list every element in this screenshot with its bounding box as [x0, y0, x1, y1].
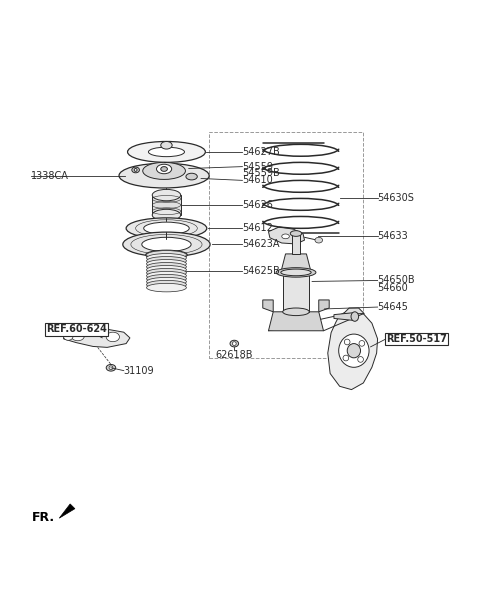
Ellipse shape [144, 222, 189, 235]
Ellipse shape [230, 340, 239, 347]
Text: 31109: 31109 [124, 366, 155, 376]
Text: 54610: 54610 [242, 176, 273, 185]
Ellipse shape [145, 250, 187, 259]
Ellipse shape [63, 333, 73, 340]
Text: REF.60-624: REF.60-624 [46, 325, 107, 334]
Ellipse shape [146, 277, 186, 286]
Ellipse shape [161, 166, 168, 171]
Ellipse shape [132, 167, 139, 172]
Ellipse shape [146, 251, 186, 259]
Text: 62618B: 62618B [216, 351, 253, 360]
Ellipse shape [146, 283, 186, 292]
Ellipse shape [315, 237, 323, 243]
Ellipse shape [148, 147, 184, 156]
Ellipse shape [109, 366, 113, 370]
Ellipse shape [152, 189, 180, 201]
Polygon shape [268, 227, 304, 244]
Text: 54612: 54612 [242, 223, 273, 233]
Text: 1338CA: 1338CA [31, 171, 69, 180]
Ellipse shape [347, 344, 360, 358]
Ellipse shape [71, 331, 84, 341]
Polygon shape [63, 328, 130, 347]
Text: 54559B: 54559B [242, 168, 280, 178]
Ellipse shape [128, 142, 205, 163]
Polygon shape [59, 504, 75, 518]
Ellipse shape [106, 332, 120, 342]
Bar [292, 233, 300, 254]
Ellipse shape [276, 268, 316, 277]
Polygon shape [343, 308, 364, 314]
Text: 54650B: 54650B [378, 275, 415, 285]
Ellipse shape [126, 218, 207, 239]
Text: 54626: 54626 [242, 200, 273, 210]
Polygon shape [319, 300, 329, 312]
Ellipse shape [134, 169, 137, 171]
Bar [283, 272, 309, 312]
Ellipse shape [146, 274, 186, 283]
Ellipse shape [339, 334, 369, 367]
Ellipse shape [146, 265, 186, 274]
Text: 54625B: 54625B [242, 266, 280, 276]
Text: REF.50-517: REF.50-517 [386, 334, 447, 344]
Ellipse shape [146, 280, 186, 289]
Bar [209, 132, 363, 358]
Text: 54660: 54660 [378, 283, 408, 293]
Ellipse shape [281, 269, 311, 276]
Text: 54645: 54645 [378, 302, 408, 312]
Polygon shape [334, 313, 355, 320]
Bar [152, 195, 180, 215]
Polygon shape [328, 310, 378, 389]
Ellipse shape [161, 142, 172, 149]
Polygon shape [268, 312, 324, 331]
Ellipse shape [146, 254, 186, 262]
Ellipse shape [123, 232, 210, 257]
Ellipse shape [232, 342, 236, 346]
Ellipse shape [146, 256, 186, 265]
Ellipse shape [283, 308, 309, 315]
Ellipse shape [146, 269, 186, 277]
Polygon shape [281, 254, 311, 272]
Ellipse shape [146, 259, 186, 268]
Ellipse shape [156, 164, 172, 174]
Text: FR.: FR. [32, 511, 55, 524]
Ellipse shape [282, 234, 289, 239]
Ellipse shape [359, 341, 365, 346]
Ellipse shape [146, 272, 186, 280]
Ellipse shape [142, 237, 191, 251]
Ellipse shape [344, 339, 350, 345]
Ellipse shape [358, 357, 363, 362]
Ellipse shape [106, 365, 116, 371]
Text: 54623A: 54623A [242, 240, 280, 249]
Text: 54630S: 54630S [378, 193, 414, 203]
Ellipse shape [146, 262, 186, 271]
Ellipse shape [351, 312, 359, 322]
Ellipse shape [152, 209, 180, 221]
Polygon shape [263, 300, 273, 312]
Ellipse shape [290, 230, 301, 237]
Text: 54633: 54633 [378, 232, 408, 241]
Text: 54559: 54559 [242, 161, 274, 172]
Ellipse shape [119, 163, 209, 188]
Ellipse shape [186, 173, 197, 180]
Ellipse shape [143, 163, 185, 179]
Text: 54627B: 54627B [242, 147, 280, 157]
Ellipse shape [343, 355, 348, 361]
